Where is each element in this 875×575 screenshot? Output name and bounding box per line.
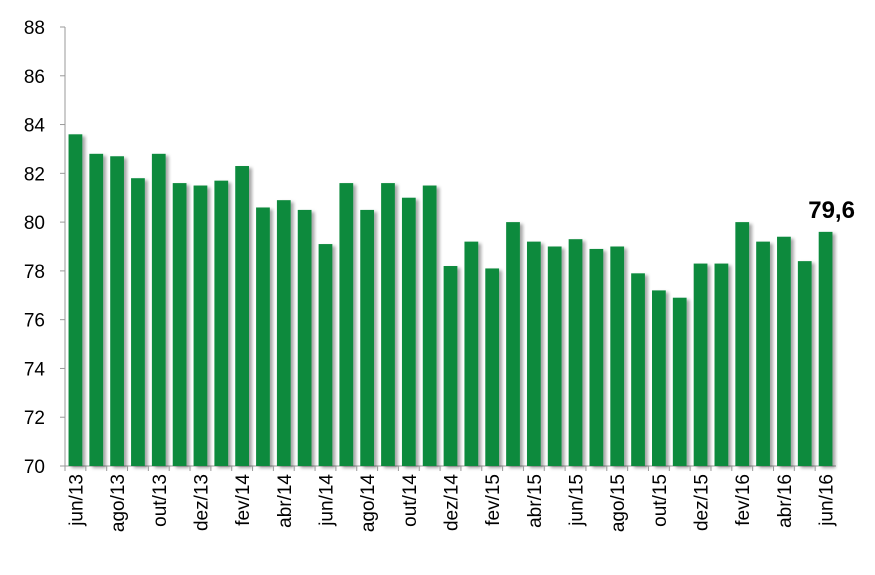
- bar: [256, 207, 270, 466]
- x-tick-label: out/14: [400, 474, 421, 527]
- bar: [797, 261, 812, 466]
- x-tick-label: fev/15: [483, 474, 504, 526]
- y-tick-label: 78: [24, 262, 45, 283]
- bar: [235, 166, 249, 466]
- bar: [214, 180, 229, 466]
- bar: [193, 185, 208, 466]
- bar: [131, 178, 145, 466]
- bar: [464, 241, 479, 466]
- y-tick-label: 76: [24, 311, 45, 332]
- x-tick-label: fev/16: [733, 474, 754, 526]
- x-tick-label: out/13: [150, 474, 171, 527]
- bar: [151, 153, 166, 467]
- y-tick-label: 82: [24, 164, 45, 185]
- x-tick-label: jun/14: [316, 474, 337, 527]
- bar: [110, 156, 124, 466]
- x-tick-label: abr/14: [275, 474, 296, 528]
- bar: [276, 200, 291, 466]
- bar: [652, 290, 666, 466]
- y-tick-label: 84: [24, 116, 46, 137]
- x-tick-label: abr/16: [775, 474, 796, 528]
- x-tick-label: dez/15: [692, 474, 713, 531]
- bar: [360, 209, 375, 466]
- bar: [422, 185, 437, 466]
- bar: [693, 263, 708, 466]
- x-tick-label: jun/16: [817, 474, 838, 527]
- x-tick-label: abr/15: [525, 474, 546, 528]
- x-tick-label: ago/15: [608, 474, 629, 532]
- y-tick-label: 72: [24, 408, 45, 429]
- bar: [172, 183, 187, 467]
- y-tick-label: 88: [24, 18, 45, 39]
- bar: [401, 197, 416, 466]
- bar: [381, 183, 395, 467]
- bar: [547, 246, 562, 466]
- bar: [818, 231, 833, 466]
- bar: [89, 153, 104, 467]
- y-tick-label: 86: [24, 67, 45, 88]
- bar: [297, 209, 312, 466]
- x-tick-label: ago/13: [108, 474, 129, 532]
- x-tick-label: jun/15: [567, 474, 588, 527]
- bar: [318, 244, 333, 466]
- y-tick-label: 74: [24, 359, 46, 380]
- bar: [485, 268, 500, 466]
- bar: [631, 273, 645, 466]
- bar: [339, 183, 354, 467]
- x-tick-label: ago/14: [358, 474, 379, 533]
- x-tick-label: fev/14: [233, 474, 254, 526]
- x-tick-label: out/15: [650, 474, 671, 527]
- bar: [777, 236, 791, 466]
- bar: [714, 263, 729, 466]
- bar: [589, 248, 604, 466]
- bar: [735, 222, 750, 466]
- y-tick-label: 70: [24, 457, 45, 478]
- bar: [443, 266, 458, 466]
- value-label: 79,6: [808, 197, 855, 224]
- bar: [506, 222, 520, 466]
- bar: [672, 297, 687, 466]
- bar: [756, 241, 770, 466]
- bar: [568, 239, 583, 466]
- bar: [68, 134, 83, 467]
- bar: [526, 241, 541, 466]
- x-tick-label: dez/14: [442, 474, 463, 531]
- x-tick-label: dez/13: [191, 474, 212, 531]
- y-tick-label: 80: [24, 213, 45, 234]
- x-tick-label: jun/13: [66, 474, 87, 527]
- bar: [610, 246, 625, 466]
